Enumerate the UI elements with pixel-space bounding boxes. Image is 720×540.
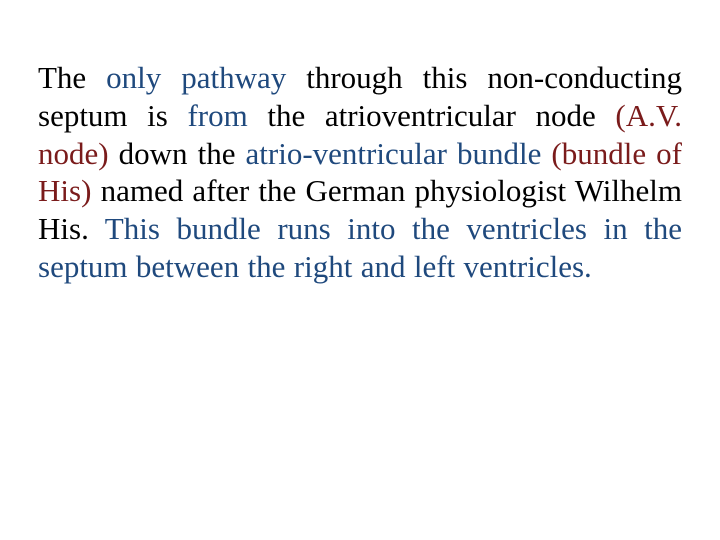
slide-container: The only pathway through this non-conduc… bbox=[0, 0, 720, 540]
text-segment: The bbox=[38, 60, 106, 95]
text-segment: atrio-ventricular bundle bbox=[246, 136, 552, 171]
text-segment: down the bbox=[109, 136, 246, 171]
text-segment: from bbox=[187, 98, 247, 133]
text-segment: the atrioventricular node bbox=[248, 98, 616, 133]
text-segment: only pathway bbox=[106, 60, 286, 95]
text-segment: This bundle runs into the ventricles in … bbox=[38, 211, 682, 284]
body-paragraph: The only pathway through this non-conduc… bbox=[38, 59, 682, 286]
